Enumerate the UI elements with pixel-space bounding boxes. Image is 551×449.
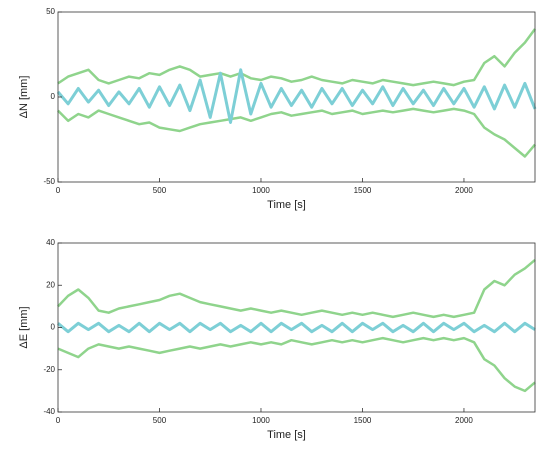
x-tick-label: 1000 [252,186,270,195]
series-line [57,336,536,393]
x-tick-label: 1500 [354,416,372,425]
y-tick-label: 0 [51,323,56,332]
y-tick-label: 0 [51,92,56,101]
y-tick-label: -20 [43,365,55,374]
y-tick-label: 50 [46,7,55,16]
x-tick-label: 500 [153,416,167,425]
series-line [57,258,536,319]
y-axis-label: ΔN [mm] [18,76,30,119]
y-tick-label: 20 [46,280,55,289]
series-line [57,107,536,158]
x-tick-label: 1500 [354,186,372,195]
x-tick-label: 2000 [455,186,473,195]
series-line [56,68,537,124]
x-tick-label: 0 [56,416,61,425]
x-axis-label: Time [s] [267,199,306,211]
y-tick-label: -50 [43,177,55,186]
y-axis-label: ΔE [mm] [18,306,30,348]
y-tick-label: 40 [46,238,55,247]
series-line [57,321,536,334]
y-tick-label: -40 [43,407,55,416]
x-axis-label: Time [s] [267,429,306,441]
x-tick-label: 1000 [252,416,270,425]
x-tick-label: 500 [153,186,167,195]
x-tick-label: 0 [56,186,61,195]
x-tick-label: 2000 [455,416,473,425]
series-line [57,28,537,87]
